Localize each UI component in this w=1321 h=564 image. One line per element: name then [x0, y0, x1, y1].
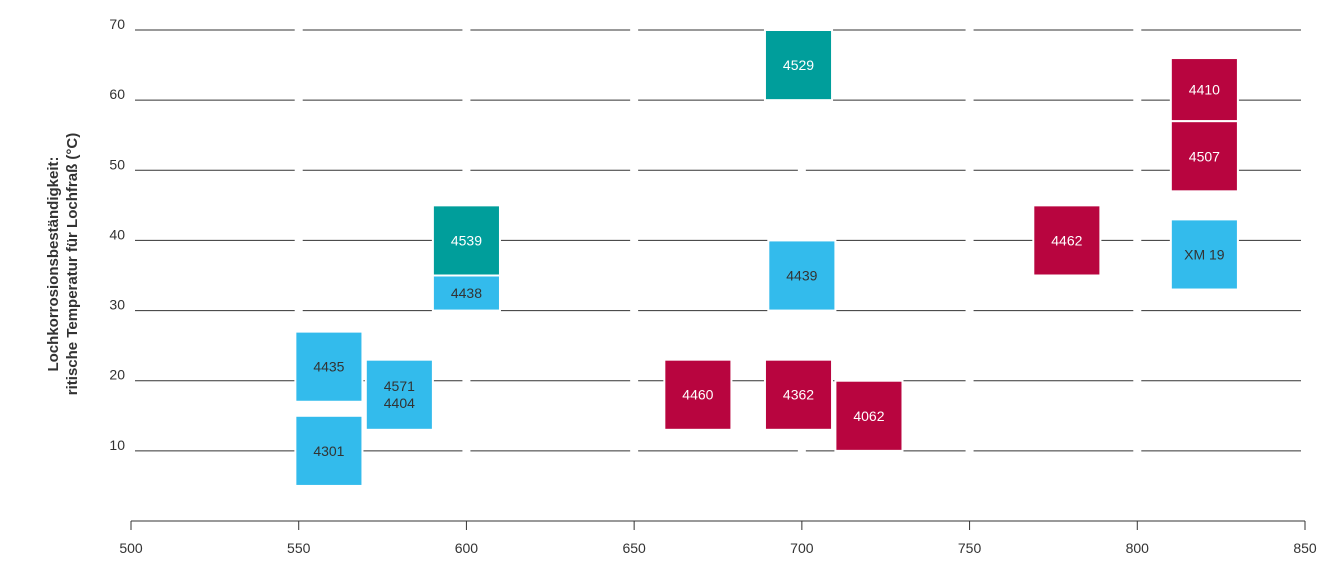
data-box-label: 4435 [313, 359, 344, 375]
x-tick-label: 850 [1293, 540, 1317, 556]
data-box-label: 4507 [1189, 148, 1220, 164]
data-box: 4410 [1169, 57, 1239, 123]
x-tick-labels: 500 550 600 650 700 750 800 850 [119, 540, 1317, 556]
data-box-rect [1169, 57, 1239, 123]
data-box-rect [364, 358, 434, 431]
data-box-rect [663, 358, 733, 431]
data-box-rect [294, 414, 364, 487]
data-box: 4439 [767, 239, 837, 312]
data-box: XM 19 [1169, 218, 1239, 291]
data-box-label: 4462 [1051, 232, 1082, 248]
data-box-rect [294, 330, 364, 403]
data-box-rect [767, 239, 837, 312]
x-tick-label: 600 [455, 540, 479, 556]
data-box: 4539 [431, 204, 501, 277]
data-box-label: 4410 [1189, 82, 1220, 98]
data-box-label: 4439 [786, 268, 817, 284]
data-box-rect [763, 358, 834, 431]
y-axis-title: Lochkorrosionsbeständigkeit: ritische Te… [45, 133, 81, 395]
data-box-label: 4062 [853, 408, 884, 424]
data-box: 4435 [294, 330, 364, 403]
data-box-label: 4438 [451, 285, 482, 301]
data-box: 4301 [294, 414, 364, 487]
y-tick-label: 20 [109, 367, 125, 383]
y-tick-label: 30 [109, 297, 125, 313]
data-box-label: 4571 4404 [384, 378, 415, 411]
y-tick-label: 40 [109, 226, 125, 242]
data-box-label: 4362 [783, 387, 814, 403]
y-tick-label: 10 [109, 437, 125, 453]
y-tick-label: 70 [109, 16, 125, 32]
x-tick-label: 800 [1126, 540, 1150, 556]
data-box: 4571 4404 [364, 358, 434, 431]
x-tick-label: 750 [958, 540, 982, 556]
data-box: 4460 [663, 358, 733, 431]
y-tick-labels: 10 20 30 40 50 60 70 [109, 16, 125, 453]
y-axis-title-line2: ritische Temperatur für Lochfraß (°C) [64, 133, 81, 395]
data-box-rect [431, 204, 501, 277]
data-boxes: 4435 4301 4571 4404 4539 4438 4460 4529 4439 4362… [294, 29, 1239, 487]
data-box-label: 4301 [313, 443, 344, 459]
x-tick-label: 700 [790, 540, 814, 556]
data-box-label: 4529 [783, 57, 814, 73]
data-box: 4529 [763, 29, 834, 102]
data-box: 4362 [763, 358, 834, 431]
data-box-rect [1169, 218, 1239, 291]
x-tick-label: 650 [622, 540, 646, 556]
x-tick-label: 500 [119, 540, 143, 556]
y-tick-label: 60 [109, 86, 125, 102]
data-box-label: 4460 [682, 387, 713, 403]
data-box-rect [1032, 204, 1102, 277]
y-tick-label: 50 [109, 156, 125, 172]
data-box-label: 4539 [451, 232, 482, 248]
data-box: 4062 [834, 379, 904, 452]
data-box-rect [834, 379, 904, 452]
data-box-label: XM 19 [1184, 246, 1225, 262]
data-box: 4507 [1169, 120, 1239, 193]
x-tick-label: 550 [287, 540, 311, 556]
x-axis [130, 520, 1306, 530]
y-axis-title-line1: Lochkorrosionsbeständigkeit: [45, 156, 62, 371]
data-box-rect [763, 29, 834, 102]
data-box: 4462 [1032, 204, 1102, 277]
data-box-rect [431, 274, 501, 312]
data-box-rect [1169, 120, 1239, 193]
data-box: 4438 [431, 274, 501, 312]
